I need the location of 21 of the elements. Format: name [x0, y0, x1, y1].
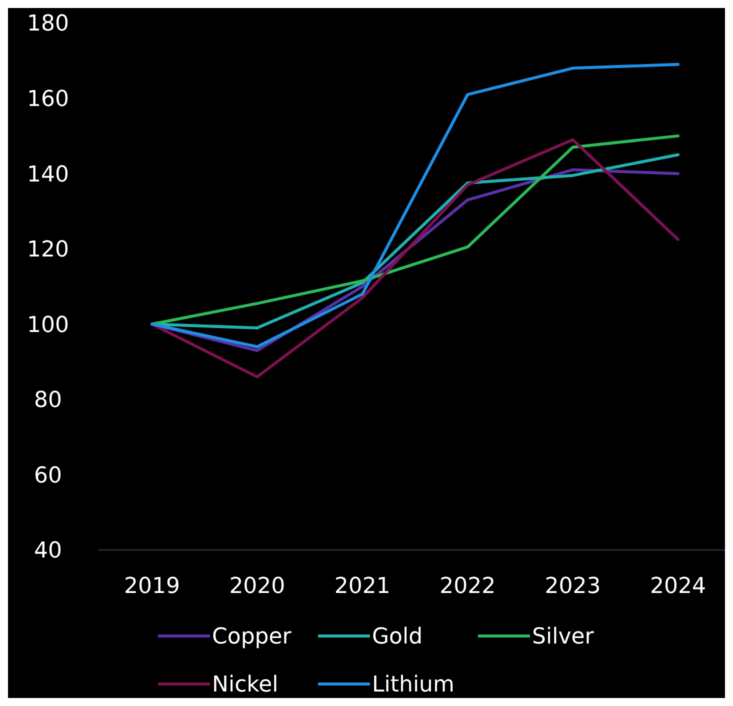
x-tick-label: 2021	[334, 574, 390, 599]
x-tick-label: 2023	[544, 574, 601, 599]
y-tick-label: 180	[27, 12, 69, 37]
legend-label: Gold	[372, 624, 423, 650]
x-tick-label: 2019	[124, 574, 180, 599]
legend-label: Silver	[532, 624, 595, 650]
line-series	[150, 138, 680, 378]
y-tick-label: 60	[34, 463, 62, 488]
line-series	[150, 62, 680, 348]
y-tick-label: 100	[27, 312, 69, 338]
y-tick-label: 40	[34, 538, 62, 564]
x-tick-label: 2020	[229, 574, 286, 599]
legend-label: Nickel	[212, 672, 278, 698]
x-tick-label: 2022	[440, 574, 496, 599]
y-tick-label: 80	[34, 388, 62, 414]
legend-label: Copper	[212, 624, 292, 650]
y-tick-label: 140	[27, 162, 69, 188]
y-tick-label: 160	[27, 86, 69, 112]
legend-label: Lithium	[372, 672, 454, 698]
y-tick-label: 120	[27, 238, 69, 263]
x-tick-label: 2024	[650, 574, 706, 599]
